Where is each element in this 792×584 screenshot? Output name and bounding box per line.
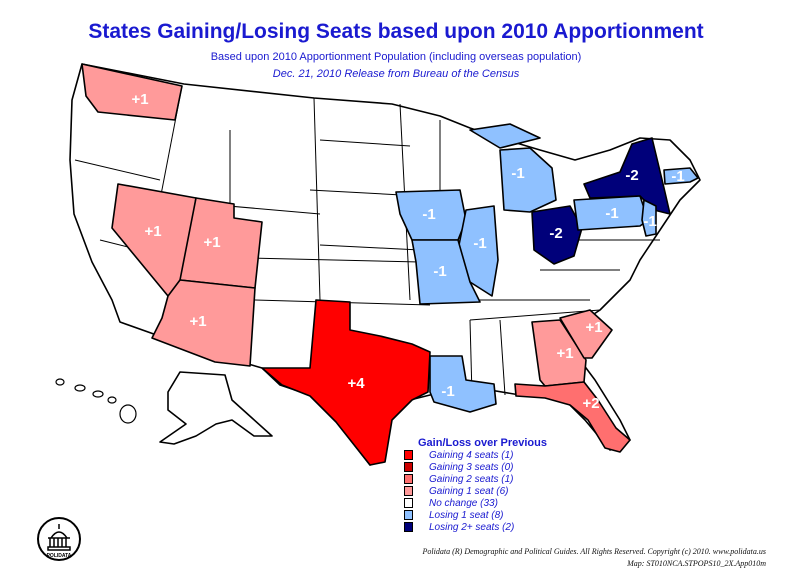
legend-item: No change (33) xyxy=(404,498,604,510)
label-pa: -1 xyxy=(605,205,618,222)
state-new-jersey xyxy=(641,199,657,237)
legend-swatch xyxy=(404,474,413,485)
state-borders xyxy=(74,85,660,396)
label-wa: +1 xyxy=(131,91,148,108)
label-nv: +1 xyxy=(144,223,161,240)
legend-label: Gaining 4 seats (1) xyxy=(429,449,514,461)
state-ohio xyxy=(531,205,583,265)
legend-swatch xyxy=(404,498,413,509)
state-labels: +1 +1 +1 +1 +4 +1 +1 +2 -1 -1 -1 -1 -2 -… xyxy=(131,91,684,412)
label-mi: -1 xyxy=(511,165,524,182)
polidata-logo: POLIDATA xyxy=(37,517,81,561)
legend: Gain/Loss over Previous Gaining 4 seats … xyxy=(404,437,604,533)
label-tx: +4 xyxy=(347,375,365,392)
legend-label: No change (33) xyxy=(429,497,498,509)
label-nj: -1 xyxy=(643,213,656,230)
state-washington xyxy=(81,63,183,121)
copyright-credit: Polidata (R) Demographic and Political G… xyxy=(422,547,766,556)
legend-item: Gaining 1 seat (6) xyxy=(404,486,604,498)
map-id: Map: ST010NCA.STPOPS10_2X.App010m xyxy=(627,559,766,568)
legend-swatch xyxy=(404,522,413,533)
legend-item: Gaining 2 seats (1) xyxy=(404,474,604,486)
legend-label: Gaining 1 seat (6) xyxy=(429,485,509,497)
state-south-carolina xyxy=(559,309,613,359)
legend-swatch xyxy=(404,486,413,497)
logo-text: POLIDATA xyxy=(47,553,72,559)
state-michigan-upper xyxy=(469,123,541,149)
state-missouri xyxy=(411,239,481,305)
legend-item: Losing 1 seat (8) xyxy=(404,510,604,522)
legend-swatch xyxy=(404,450,413,461)
map-subtitle: Based upon 2010 Apportionment Population… xyxy=(210,51,582,63)
legend-label: Gaining 2 seats (1) xyxy=(429,473,514,485)
legend-item: Losing 2+ seats (2) xyxy=(404,522,604,534)
legend-swatch xyxy=(404,510,413,521)
state-hawaii xyxy=(55,378,137,424)
state-louisiana xyxy=(429,355,497,413)
label-az: +1 xyxy=(189,313,206,330)
label-ma: -1 xyxy=(671,168,684,185)
legend-swatch xyxy=(404,462,413,473)
legend-item: Gaining 4 seats (1) xyxy=(404,450,604,462)
legend-title: Gain/Loss over Previous xyxy=(418,437,547,449)
label-il: -1 xyxy=(473,235,486,252)
label-mo: -1 xyxy=(433,263,446,280)
label-ga: +1 xyxy=(556,345,573,362)
legend-label: Losing 2+ seats (2) xyxy=(429,521,515,533)
legend-label: Losing 1 seat (8) xyxy=(429,509,504,521)
map-release-note: Dec. 21, 2010 Release from Bureau of the… xyxy=(272,68,520,80)
state-texas xyxy=(261,299,431,466)
state-massachusetts xyxy=(663,167,699,185)
label-la: -1 xyxy=(441,383,454,400)
label-ia: -1 xyxy=(422,206,435,223)
legend-item: Gaining 3 seats (0) xyxy=(404,462,604,474)
legend-label: Gaining 3 seats (0) xyxy=(429,461,514,473)
state-alaska xyxy=(159,371,273,445)
state-michigan xyxy=(499,147,557,213)
label-ny: -2 xyxy=(625,167,638,184)
label-sc: +1 xyxy=(585,319,602,336)
state-arizona xyxy=(151,279,256,367)
label-ut: +1 xyxy=(203,234,220,251)
legend-items: Gaining 4 seats (1) Gaining 3 seats (0) … xyxy=(404,450,604,534)
state-florida xyxy=(514,381,631,453)
map-title: States Gaining/Losing Seats based upon 2… xyxy=(88,20,704,43)
label-oh: -2 xyxy=(549,225,562,242)
label-fl: +2 xyxy=(582,395,599,412)
